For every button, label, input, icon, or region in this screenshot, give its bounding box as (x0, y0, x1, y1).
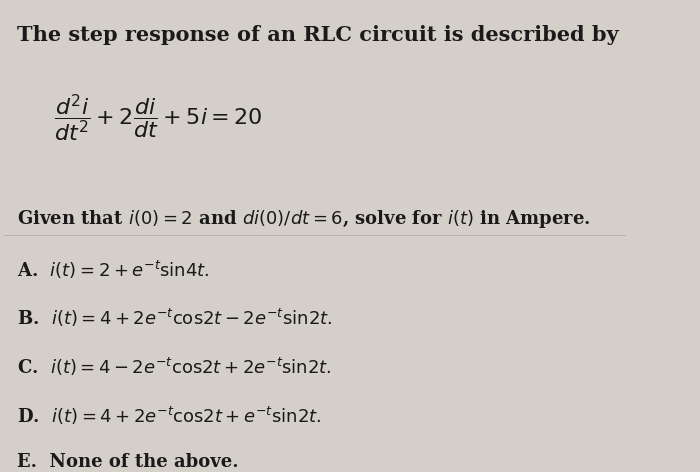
Text: C.  $i(t) = 4 - 2e^{-t}\mathrm{cos}2t + 2e^{-t}\mathrm{sin}2t.$: C. $i(t) = 4 - 2e^{-t}\mathrm{cos}2t + 2… (17, 356, 331, 378)
Text: D.  $i(t) = 4 + 2e^{-t}\mathrm{cos}2t + e^{-t}\mathrm{sin}2t.$: D. $i(t) = 4 + 2e^{-t}\mathrm{cos}2t + e… (17, 405, 321, 427)
Text: The step response of an RLC circuit is described by: The step response of an RLC circuit is d… (17, 25, 618, 45)
Text: $\dfrac{d^2i}{dt^2} + 2\dfrac{di}{dt} + 5i = 20$: $\dfrac{d^2i}{dt^2} + 2\dfrac{di}{dt} + … (54, 93, 262, 144)
Text: B.  $i(t) = 4 + 2e^{-t}\mathrm{cos}2t - 2e^{-t}\mathrm{sin}2t.$: B. $i(t) = 4 + 2e^{-t}\mathrm{cos}2t - 2… (17, 307, 332, 329)
Text: E.  None of the above.: E. None of the above. (17, 454, 238, 472)
Text: A.  $i(t) = 2 + e^{-t}\mathrm{sin}4t.$: A. $i(t) = 2 + e^{-t}\mathrm{sin}4t.$ (17, 259, 209, 280)
Text: Given that $i(0) = 2$ and $di(0)/dt = 6$, solve for $i(t)$ in Ampere.: Given that $i(0) = 2$ and $di(0)/dt = 6$… (17, 208, 590, 229)
